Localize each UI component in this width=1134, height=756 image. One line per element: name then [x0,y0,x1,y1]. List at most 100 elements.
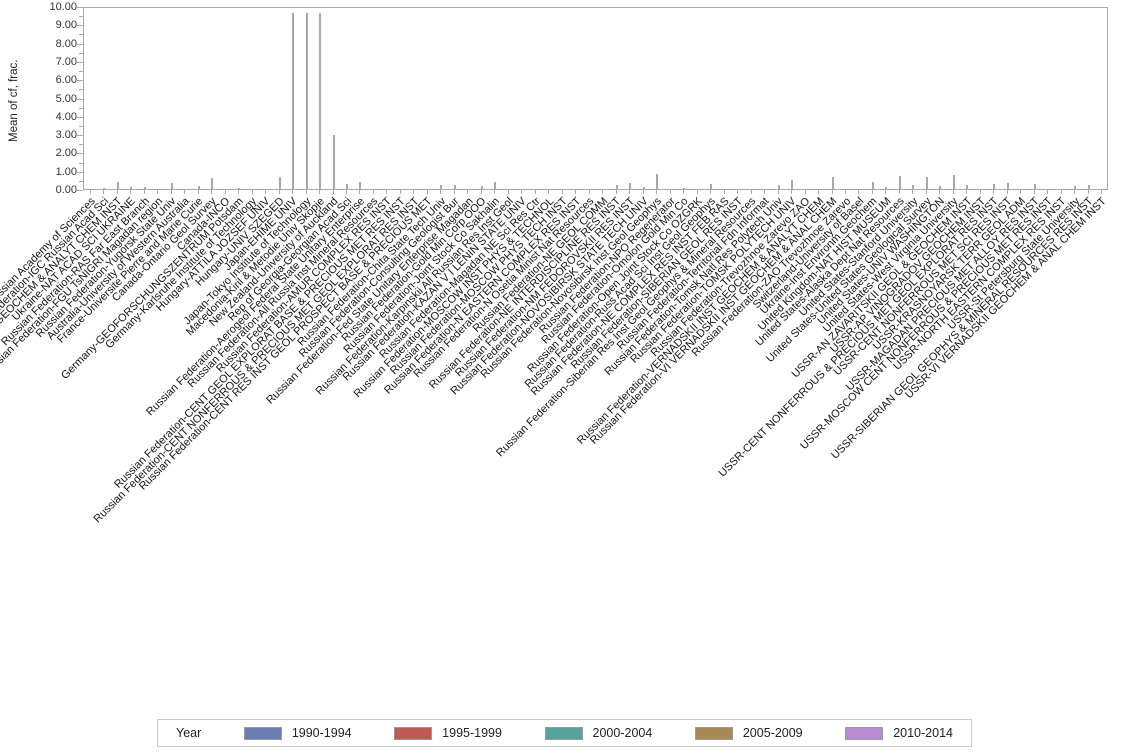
x-tick [602,190,604,194]
x-category-label: Russian Federation-CENT NONFERROUS & PRE… [91,195,422,526]
x-category-label: Hungary-ATTILA JOZSEF UNIV [154,195,273,314]
bar [359,181,362,190]
bar [103,188,106,190]
x-tick [669,190,671,194]
x-category-label: Russian Federation-NOVOSIBIRSK STATE TEC… [448,195,651,398]
x-tick [575,190,577,194]
x-category-label: Russian Federation-CENT GEOL EXPLORAT BA… [112,195,408,491]
x-tick [359,190,361,194]
x-tick [966,190,968,194]
x-category-label: Russian Federation-Fed State Unitary Ent… [263,195,476,407]
bar [723,188,726,190]
y-tick-label: 2.00 [55,147,77,160]
x-category-label: Russian Federation-VI VERNADSKII INST GE… [587,195,840,447]
y-minor-tick [79,162,83,164]
x-category-label: Japan-EHIME UNIV [222,195,300,273]
x-category-label: Russian Federation-VERNADSKII GEOCHEM & … [0,195,125,447]
x-tick [898,190,900,194]
x-tick [925,190,927,194]
x-tick [103,190,105,194]
legend-item: 1990-1994 [243,726,352,740]
bar [332,135,335,190]
legend-swatch [243,726,282,740]
x-category-label: Russian Federation-Magadan NE Sci Res Ct… [377,195,543,361]
x-tick [885,190,887,194]
bar [629,182,632,190]
bar [683,187,686,190]
x-tick [993,190,995,194]
bar [818,188,821,190]
bar [238,188,241,190]
y-tick-label: 8.00 [55,37,77,50]
x-category-label: Switzerland-University of Basel [750,195,867,311]
x-category-label: USSR-CENT NONFERROUS MET SCI RES INST [831,195,1015,379]
x-category-label: USSR-AP VINOGRADOV GEOCHEM INST [827,195,988,356]
x-category-label: Russian Federation-NE COMPLEX RES INST F… [528,195,732,399]
bar [1074,185,1077,190]
x-category-label: Russian Federation-Territorial Fdn Infor… [615,195,772,353]
x-tick [723,190,725,194]
x-category-label: Macedonia-Kiril & Metodie Univ Skopje [183,195,327,339]
x-category-label: Russian Federation-Open Joint Stock Co O… [524,195,705,375]
legend-label: 2005-2009 [742,726,803,740]
bar [912,185,915,190]
x-tick [143,190,145,194]
x-tick [305,190,307,194]
legend-title: Year [176,726,202,740]
x-tick [157,190,159,194]
x-category-label: Russian Federation-CENT RES INST GEOL PR… [137,195,435,493]
x-tick [467,190,469,194]
bar [939,185,942,190]
x-tick [453,190,455,194]
bar [615,184,618,190]
y-tick [77,43,83,45]
y-minor-tick [79,107,83,109]
bar [845,188,847,190]
x-tick [1101,190,1103,194]
legend-label: 2010-2014 [893,726,953,740]
x-category-label: USSR-MOSCOW CENT NONFERROUS & PRECIOUS M… [798,195,1056,452]
plot-area [83,7,1108,190]
x-category-label: USSR-CENT NONFERROUS & PRECIOUS MET GEOL… [716,195,1002,480]
x-tick [737,190,739,194]
x-tick [1087,190,1089,194]
y-tick-label: 7.00 [55,55,77,68]
x-category-label: USSR-AN ZAVARITSKII GEOL & GEOCHEM INST [789,195,975,381]
x-category-label: USSR-St Petersburg State University [945,195,1083,333]
y-tick-label: 6.00 [55,74,77,87]
bar [116,181,119,190]
y-minor-tick [79,180,83,182]
bar [319,13,322,190]
legend: Year 1990-1994 1995-1999 2000-2004 2005-200… [157,719,972,747]
x-tick [89,190,91,194]
bar [480,186,483,190]
y-tick-label: 3.00 [55,129,77,142]
bar [345,183,348,190]
legend-swatch [544,726,583,740]
x-tick [184,190,186,194]
x-category-label: Russian Federation-NE INTERDISCIPLINE RE… [427,195,624,392]
x-tick [278,190,280,194]
x-category-label: Germany-GEOFORSCHUNGSZENTRUM Potsdam [59,195,246,382]
x-category-label: Russian Federation-NPO Regenerator [536,195,678,337]
x-tick [615,190,617,194]
x-tick [845,190,846,194]
legend-item: 2005-2009 [694,726,803,740]
bar [1087,185,1090,190]
x-tick [804,190,806,194]
x-category-label: Russian Federation-Yugorsk State Univ [33,195,179,340]
x-tick [480,190,482,194]
x-tick [764,190,766,194]
y-tick [77,153,83,155]
y-minor-tick [79,144,83,146]
x-category-label: Russian Federation-VERNADSKII INST GEOCH… [574,195,826,447]
x-category-label: Rep of Georgia-Georgian Acad Sci [225,195,354,324]
x-tick [440,190,442,194]
y-tick [77,80,83,82]
y-minor-tick [79,71,83,73]
x-tick [858,190,860,194]
y-minor-tick [79,52,83,54]
x-category-label: United States-United States Geological S… [763,195,934,366]
x-category-label: Russian Federation-Trevozhnoe Zarevo ZAO [648,195,813,360]
